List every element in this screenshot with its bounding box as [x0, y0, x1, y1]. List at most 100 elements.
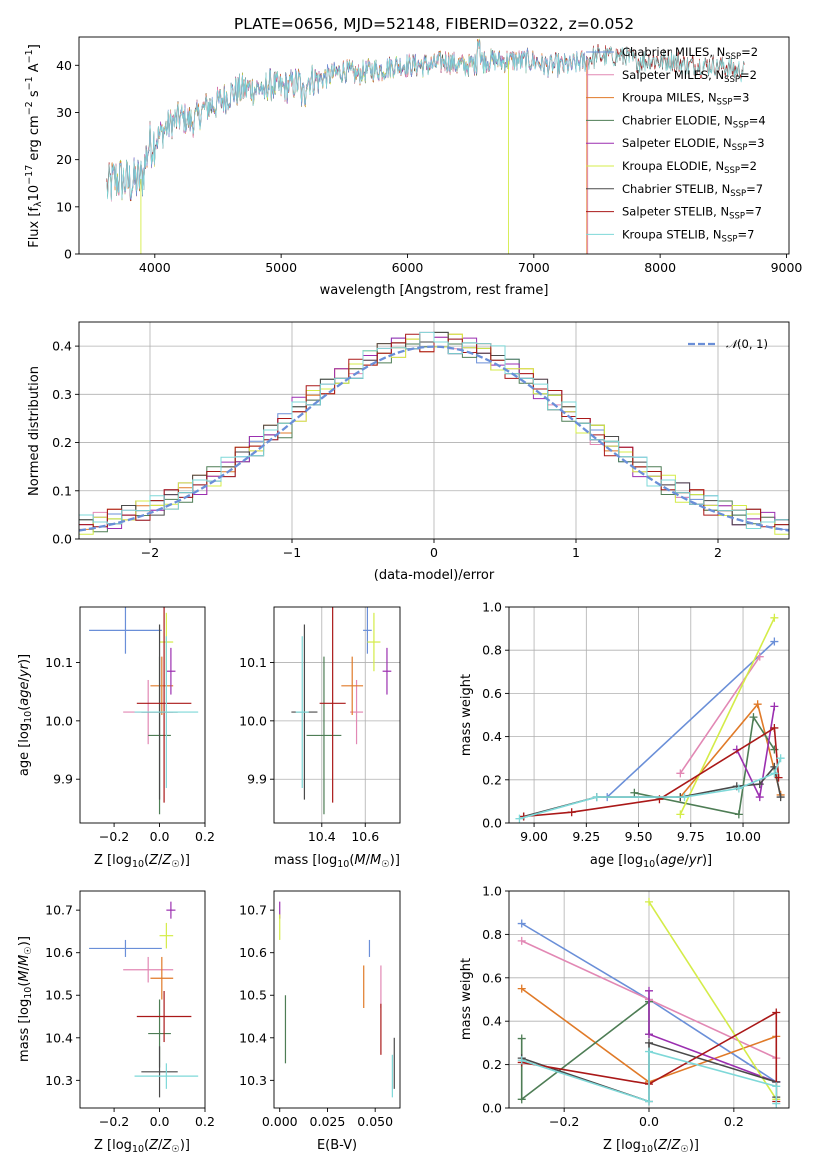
x-tick-label: 0.2 — [195, 1114, 215, 1129]
massweight-marker — [567, 808, 576, 817]
massweight-marker — [517, 919, 526, 928]
x-tick-label: −0.2 — [99, 1114, 129, 1129]
age-vs-mass-plot: 10.4 10.6 9.9 10.0 10.1 — [239, 606, 401, 844]
mass-vs-z-panel: −0.2 0.0 0.2 10.3 10.4 10.5 10.6 10.7 Z [log10(… — [17, 890, 215, 1155]
massweight-vs-z-xlabel: Z [log10(Z/Z☉)] — [603, 1138, 699, 1155]
spectrum-xlabel: wavelength [Angstrom, rest frame] — [320, 283, 549, 298]
massweight-marker — [630, 788, 639, 797]
x-tick-label: 1 — [572, 545, 580, 560]
massweight-marker — [755, 780, 764, 789]
residual-ylabel: Normed distribution — [27, 366, 42, 496]
massweight-marker — [645, 1038, 653, 1047]
residual-plot: −2 −1 0 1 2 0.0 0.1 0.2 0.3 0.4 — [52, 321, 790, 560]
massweight-line — [606, 641, 775, 798]
plot-frame — [508, 890, 790, 1109]
x-tick-label: 4000 — [139, 260, 171, 275]
y-tick-label: 0.2 — [482, 1057, 502, 1072]
mass-vs-z-plot: −0.2 0.0 0.2 10.3 10.4 10.5 10.6 10.7 — [45, 890, 215, 1129]
x-tick-label: 9.00 — [520, 829, 548, 844]
x-tick-label: 9.50 — [625, 829, 653, 844]
spectrum-line — [106, 41, 745, 201]
massweight-vs-age-panel: 9.00 9.25 9.50 9.75 10.000.00.20.40.60.81.0 … — [459, 600, 790, 870]
massweight-marker — [772, 1099, 781, 1108]
massweight-marker — [517, 936, 526, 945]
x-tick-label: 0.0 — [639, 1114, 659, 1129]
x-tick-label: 10.6 — [351, 829, 379, 844]
y-tick-label: 0.8 — [482, 927, 502, 942]
residual-xlabel: (data-model)/error — [374, 568, 495, 583]
mass-vs-ebv-panel: 0.000 0.025 0.050 10.3 10.4 10.5 10.6 10.7 E(B-… — [239, 890, 401, 1153]
massweight-vs-age-ylabel: mass weight — [459, 674, 474, 756]
x-tick-label: 7000 — [518, 260, 550, 275]
massweight-marker — [517, 1095, 526, 1104]
massweight-marker — [770, 702, 779, 711]
y-tick-label: 0 — [64, 247, 72, 262]
x-tick-label: 8000 — [644, 260, 676, 275]
plot-frame — [508, 606, 790, 824]
x-tick-label: 6000 — [392, 260, 424, 275]
massweight-marker — [676, 810, 685, 819]
massweight-marker — [592, 793, 601, 802]
spectrum-line — [110, 40, 587, 202]
y-tick-label: 0.2 — [52, 435, 72, 450]
mass-vs-z-xlabel: Z [log10(Z/Z☉)] — [94, 1138, 190, 1155]
plot-frame — [78, 36, 790, 255]
plot-frame — [79, 890, 206, 1109]
x-tick-label: 0 — [430, 545, 438, 560]
y-tick-label: 0.0 — [482, 1101, 502, 1116]
y-tick-label: 10.0 — [239, 713, 267, 728]
x-tick-label: −1 — [283, 545, 301, 560]
residual-legend: 𝒩(0, 1) — [688, 337, 768, 351]
y-tick-label: 30 — [56, 105, 72, 120]
massweight-line — [520, 1000, 650, 1101]
massweight-marker — [772, 1008, 781, 1017]
y-tick-label: 10.7 — [239, 903, 267, 918]
y-tick-label: 0.4 — [482, 1014, 502, 1029]
massweight-marker — [645, 986, 653, 995]
y-tick-label: 0.6 — [482, 970, 502, 985]
plot-frame — [79, 606, 206, 824]
x-tick-label: 5000 — [265, 260, 297, 275]
y-tick-label: 0.2 — [482, 772, 502, 787]
x-tick-label: 2 — [714, 545, 722, 560]
y-tick-label: 10.3 — [239, 1073, 267, 1088]
x-tick-label: 0.025 — [310, 1114, 346, 1129]
y-tick-label: 10.4 — [45, 1030, 73, 1045]
massweight-line — [521, 1050, 778, 1104]
massweight-marker — [734, 784, 743, 793]
massweight-line — [648, 901, 777, 1100]
massweight-line — [679, 617, 776, 815]
legend-label: Chabrier ELODIE, NSSP=4 — [622, 113, 766, 130]
y-tick-label: 10.6 — [45, 945, 73, 960]
massweight-marker — [517, 1034, 526, 1043]
legend-label: Salpeter STELIB, NSSP=7 — [622, 205, 762, 222]
massweight-marker — [676, 769, 685, 778]
x-tick-label: −2 — [141, 545, 159, 560]
massweight-marker — [770, 613, 779, 622]
age-vs-mass-panel: 10.4 10.6 9.9 10.0 10.1 mass [log10(M/M☉)] — [239, 606, 401, 870]
chart-title: PLATE=0656, MJD=52148, FIBERID=0322, z=0… — [234, 15, 634, 33]
y-tick-label: 9.9 — [247, 772, 267, 787]
y-tick-label: 10.1 — [45, 655, 73, 670]
spectrum-legend: Chabrier MILES, NSSP=2 Salpeter MILES, NS… — [586, 45, 766, 244]
massweight-marker — [770, 723, 779, 732]
legend-label: Salpeter ELODIE, NSSP=3 — [622, 136, 765, 153]
legend-label: Kroupa MILES, NSSP=3 — [622, 91, 749, 108]
massweight-marker — [755, 793, 764, 802]
massweight-marker — [774, 773, 783, 782]
age-vs-z-ylabel: age [log10(age/yr)] — [17, 654, 34, 776]
residual-histogram — [79, 331, 789, 539]
y-tick-label: 10.5 — [45, 988, 73, 1003]
legend-label: Kroupa STELIB, NSSP=7 — [622, 227, 754, 244]
y-tick-label: 0.1 — [52, 483, 72, 498]
y-tick-label: 9.9 — [53, 772, 73, 787]
y-tick-label: 0.0 — [482, 816, 502, 831]
y-tick-label: 20 — [56, 152, 72, 167]
x-tick-label: 10.00 — [725, 829, 761, 844]
spectrum-ylabel: Flux [fλ10−17 erg cm−2 s−1 A−1] — [24, 44, 44, 248]
massweight-marker — [517, 1056, 526, 1065]
x-tick-label: 0.0 — [150, 1114, 170, 1129]
y-tick-label: 40 — [56, 58, 72, 73]
legend-label: Kroupa ELODIE, NSSP=2 — [622, 159, 757, 176]
